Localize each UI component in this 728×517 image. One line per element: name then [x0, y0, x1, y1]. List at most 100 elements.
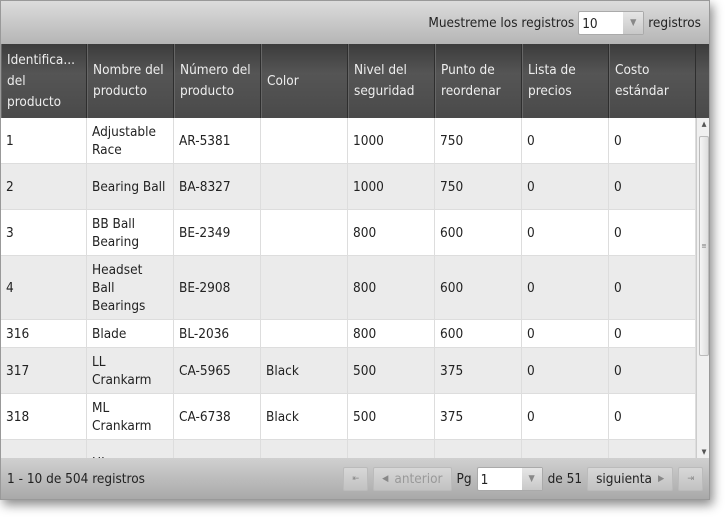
column-header[interactable]: Lista de precios: [522, 44, 609, 118]
pager-bar: 1 - 10 de 504 registros ⇤ ◀ anterior Pg 1…: [1, 458, 709, 499]
column-header[interactable]: Nombre del producto: [87, 44, 174, 118]
table-cell: BE-2349: [174, 210, 261, 255]
table-cell: 0: [522, 348, 609, 393]
table-cell: BE-2908: [174, 256, 261, 319]
table-cell: 3: [1, 210, 87, 255]
table-cell: 1000: [348, 164, 435, 209]
table-cell: 600: [435, 256, 522, 319]
table-cell: Black: [261, 394, 348, 439]
toolbar: Muestreme los registros 10 ▼ registros: [1, 1, 709, 44]
chevron-down-icon[interactable]: ▼: [623, 11, 644, 34]
table-cell: 318: [1, 394, 87, 439]
page-size-select[interactable]: 10 ▼: [578, 10, 645, 35]
table-cell: BL-2036: [174, 320, 261, 347]
table-cell: CA-5965: [174, 348, 261, 393]
table-cell: [1, 440, 87, 458]
table-cell: 0: [609, 320, 696, 347]
scroll-thumb[interactable]: ≡: [699, 136, 709, 356]
first-page-icon: ⇤: [352, 474, 360, 484]
table-cell: 0: [609, 256, 696, 319]
table-body: 1 Adjustable Race AR-5381 1000 750 0 0 2 Bearing…: [1, 118, 696, 458]
table-cell: 0: [522, 320, 609, 347]
scroll-up-icon[interactable]: ▲: [701, 120, 707, 128]
table-row[interactable]: 316 Blade BL-2036 800 600 0 0: [1, 320, 696, 348]
last-page-icon: ⇥: [687, 474, 694, 484]
table-cell: [261, 440, 348, 458]
column-header[interactable]: Identifica... del producto: [1, 44, 87, 118]
table-cell: 0: [522, 210, 609, 255]
table-cell: 0: [522, 394, 609, 439]
table-row[interactable]: 317 LL Crankarm CA-5965 Black 500 375 0 0: [1, 348, 696, 394]
table-cell: 316: [1, 320, 87, 347]
table-cell: 0: [609, 348, 696, 393]
table-row[interactable]: 1 Adjustable Race AR-5381 1000 750 0 0: [1, 118, 696, 164]
table-cell: [261, 118, 348, 163]
column-header[interactable]: Nivel del seguridad: [348, 44, 435, 118]
table-cell: 4: [1, 256, 87, 319]
table-cell: 1: [1, 118, 87, 163]
table-cell: 500: [348, 394, 435, 439]
next-page-button[interactable]: siguienta ▶: [587, 467, 674, 491]
table-cell: Blade: [87, 320, 174, 347]
table-cell: 0: [609, 210, 696, 255]
table-row[interactable]: 318 ML Crankarm CA-6738 Black 500 375 0 0: [1, 394, 696, 440]
table-cell: BB Ball Bearing: [87, 210, 174, 255]
scroll-down-icon[interactable]: ▼: [701, 448, 707, 456]
table-cell: [174, 440, 261, 458]
table-cell: AR-5381: [174, 118, 261, 163]
table-cell: 0: [609, 118, 696, 163]
chevron-right-icon: ▶: [657, 474, 665, 484]
table-cell: 800: [348, 256, 435, 319]
vertical-scrollbar[interactable]: ▲ ≡ ▼: [696, 118, 709, 458]
table-cell: [435, 440, 522, 458]
table-cell: [609, 440, 696, 458]
table-cell: 317: [1, 348, 87, 393]
table-cell: ML Crankarm: [87, 394, 174, 439]
table-cell: Black: [261, 348, 348, 393]
chevron-left-icon: ◀: [382, 474, 389, 484]
column-header[interactable]: Número del producto: [174, 44, 261, 118]
table-cell: 500: [348, 348, 435, 393]
column-header[interactable]: Costo estándar: [609, 44, 696, 118]
records-summary: 1 - 10 de 504 registros: [7, 471, 145, 487]
column-header[interactable]: Color: [261, 44, 348, 118]
table-cell: 750: [435, 164, 522, 209]
table-cell: [261, 256, 348, 319]
table-cell: LL Crankarm: [87, 348, 174, 393]
chevron-down-icon[interactable]: ▼: [521, 468, 542, 490]
table-cell: [261, 210, 348, 255]
table-cell: 750: [435, 118, 522, 163]
table-cell: 375: [435, 348, 522, 393]
table-row[interactable]: 3 BB Ball Bearing BE-2349 800 600 0 0: [1, 210, 696, 256]
table-cell: Adjustable Race: [87, 118, 174, 163]
first-page-button[interactable]: ⇤: [343, 467, 369, 491]
table-cell: 800: [348, 210, 435, 255]
table-cell: 800: [348, 320, 435, 347]
table-cell: Bearing Ball: [87, 164, 174, 209]
page-select[interactable]: 1 ▼: [476, 467, 543, 491]
table-cell: [261, 164, 348, 209]
table-cell: CA-6738: [174, 394, 261, 439]
table-cell: 0: [609, 164, 696, 209]
table-cell: [261, 320, 348, 347]
prev-page-button[interactable]: ◀ anterior: [373, 467, 452, 491]
table-cell: 0: [522, 118, 609, 163]
last-page-button[interactable]: ⇥: [678, 467, 703, 491]
table-cell: [348, 440, 435, 458]
grid-window: Muestreme los registros 10 ▼ registros Id…: [0, 0, 710, 500]
table-row[interactable]: HL: [1, 440, 696, 458]
table-cell: BA-8327: [174, 164, 261, 209]
table-cell: [522, 440, 609, 458]
table-cell: 0: [522, 164, 609, 209]
table-cell: 600: [435, 210, 522, 255]
table-cell: 0: [609, 394, 696, 439]
table-cell: 2: [1, 164, 87, 209]
column-header[interactable]: Punto de reordenar: [435, 44, 522, 118]
page-count: de 51: [547, 471, 583, 487]
page-size-suffix: registros: [648, 14, 701, 31]
table-cell: 375: [435, 394, 522, 439]
table-row[interactable]: 4 Headset Ball Bearings BE-2908 800 600 0 0: [1, 256, 696, 320]
table-cell: 0: [522, 256, 609, 319]
table-row[interactable]: 2 Bearing Ball BA-8327 1000 750 0 0: [1, 164, 696, 210]
table-cell: Headset Ball Bearings: [87, 256, 174, 319]
